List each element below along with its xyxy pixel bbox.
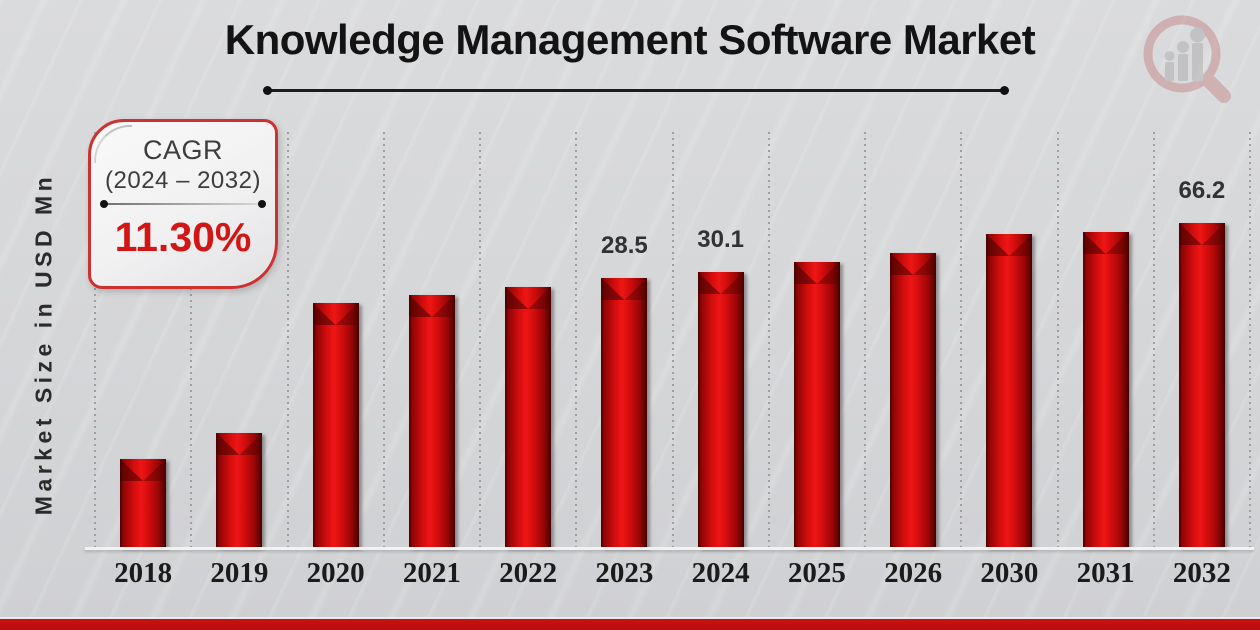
gridline — [960, 132, 963, 548]
x-tick-2032: 2032 — [1172, 557, 1231, 589]
divider-endpoint-dot — [258, 200, 266, 208]
gridline — [190, 132, 193, 548]
bar-column-2030 — [961, 132, 1057, 548]
bar-value-label-2032: 66.2 — [1178, 177, 1226, 204]
gridline — [864, 132, 866, 548]
cagr-label: CAGR — [142, 135, 223, 165]
gridline — [94, 132, 96, 548]
gridline — [1056, 132, 1059, 548]
divider-endpoint-dot — [100, 200, 108, 208]
cagr-badge: CAGR (2024 – 2032) 11.30% — [88, 119, 278, 289]
x-tick-2022: 2022 — [499, 557, 558, 589]
cagr-divider — [100, 200, 266, 208]
underline-endpoint-dot — [263, 86, 272, 95]
bar-column-2020 — [288, 132, 384, 548]
x-axis-labels: 2018 2019 2020 2021 2022 2023 2024 2025 2026 2030… — [95, 557, 1250, 595]
x-tick-2030: 2030 — [980, 557, 1039, 589]
bar-column-2021 — [384, 132, 480, 548]
bar-value-label-2024: 30.1 — [697, 226, 744, 253]
bar-value-label-2023: 28.5 — [601, 232, 648, 259]
bar-2030 — [986, 234, 1033, 548]
bar-column-2023: 28.5 — [576, 132, 672, 548]
x-tick-2024: 2024 — [691, 557, 750, 589]
x-tick-2021: 2021 — [402, 557, 461, 589]
cagr-value: 11.30% — [114, 214, 252, 260]
bar-column-2026 — [865, 132, 961, 548]
magnifier-bar-chart-icon — [1138, 12, 1238, 112]
page-title: Knowledge Management Software Market — [224, 16, 1036, 63]
cagr-range: (2024 – 2032) — [105, 167, 261, 194]
bar-column-2025 — [769, 132, 865, 548]
bar-column-2032: 66.2 — [1154, 132, 1250, 548]
x-tick-2020: 2020 — [306, 557, 365, 589]
x-tick-2025: 2025 — [787, 557, 846, 589]
bar-2031 — [1082, 232, 1129, 548]
bar-2019 — [216, 433, 263, 548]
bar-2023 — [601, 278, 648, 548]
bar-2021 — [408, 295, 455, 548]
gridline — [1249, 132, 1251, 548]
x-tick-2031: 2031 — [1076, 557, 1135, 589]
bar-column-2031 — [1058, 132, 1154, 548]
bar-2024 — [697, 272, 744, 548]
y-axis-title: Market Size in USD Mn — [30, 172, 57, 516]
bar-column-2019 — [191, 132, 287, 548]
gridline — [479, 132, 481, 548]
bar-column-2018 — [95, 132, 191, 548]
bar-column-2022 — [480, 132, 576, 548]
gridline — [575, 132, 578, 548]
x-tick-2019: 2019 — [210, 557, 269, 589]
bar-2025 — [793, 262, 840, 548]
x-tick-2023: 2023 — [595, 557, 654, 589]
bar-2022 — [505, 287, 552, 548]
bar-2020 — [312, 303, 359, 548]
gridline — [1152, 132, 1155, 548]
x-tick-2026: 2026 — [884, 557, 943, 589]
gridline — [671, 132, 674, 548]
title-underline — [263, 86, 1009, 95]
x-axis-line — [85, 547, 1254, 550]
bar-2018 — [120, 459, 167, 548]
footer-accent-bar — [0, 617, 1260, 630]
gridline — [767, 132, 770, 548]
x-tick-2018: 2018 — [114, 557, 173, 589]
underline-endpoint-dot — [1000, 86, 1009, 95]
gridline — [286, 132, 289, 548]
bar-2026 — [890, 253, 937, 548]
plot-area: 28.5 30.1 66.2 — [85, 132, 1254, 550]
bar-2032 — [1178, 223, 1225, 548]
gridline — [382, 132, 385, 548]
bar-column-2024: 30.1 — [673, 132, 769, 548]
